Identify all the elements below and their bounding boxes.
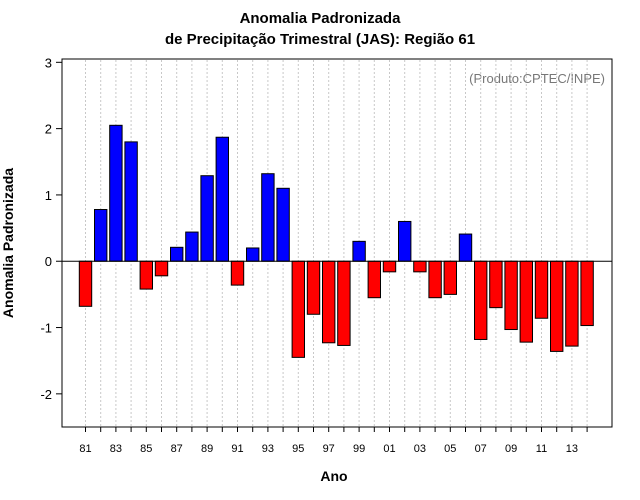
- x-tick-label: 03: [414, 443, 426, 455]
- x-tick-label: 93: [262, 443, 274, 455]
- y-tick-label: 2: [45, 122, 52, 137]
- bar-02: [398, 220, 412, 262]
- bar-93: [261, 173, 275, 262]
- bar-86: [154, 260, 169, 277]
- bar-09: [504, 260, 518, 331]
- bar-81: [78, 260, 93, 307]
- bar-04: [428, 260, 442, 299]
- bar-84: [124, 141, 138, 262]
- bar-97: [322, 260, 336, 344]
- x-tick-label: 97: [323, 443, 335, 455]
- bar-01: [382, 260, 397, 273]
- x-tick-label: 09: [505, 443, 517, 455]
- bar-13: [565, 260, 579, 347]
- bar-00: [367, 260, 382, 299]
- bar-14: [580, 260, 594, 327]
- bar-12: [550, 260, 564, 352]
- bar-87: [170, 246, 184, 262]
- bar-99: [352, 240, 366, 262]
- plot-frame: [61, 58, 613, 428]
- bar-96: [306, 260, 321, 315]
- x-tick-label: 07: [475, 443, 487, 455]
- x-tick-label: 13: [566, 443, 578, 455]
- x-tick-label: 05: [444, 443, 456, 455]
- bar-83: [109, 124, 123, 262]
- bar-08: [489, 260, 503, 309]
- bar-06: [458, 233, 473, 262]
- x-tick-label: 87: [171, 443, 183, 455]
- bar-92: [246, 247, 260, 262]
- y-tick-label: -2: [40, 387, 52, 402]
- product-credit: (Produto:CPTEC/INPE): [469, 71, 605, 86]
- chart-title: Anomalia Padronizada: [239, 10, 401, 27]
- bar-94: [276, 187, 290, 262]
- x-tick-label: 85: [140, 443, 152, 455]
- bar-98: [337, 260, 351, 346]
- y-tick-label: 0: [45, 254, 52, 269]
- bar-85: [139, 260, 154, 290]
- x-tick-label: 89: [201, 443, 213, 455]
- bar-03: [413, 260, 427, 273]
- y-tick-label: 1: [45, 188, 52, 203]
- bar-82: [94, 209, 108, 262]
- x-axis-label: Ano: [320, 468, 348, 484]
- x-tick-label: 01: [383, 443, 395, 455]
- bar-89: [200, 175, 214, 262]
- bar-10: [519, 260, 533, 343]
- bar-07: [474, 260, 488, 340]
- bar-95: [291, 260, 306, 358]
- bar-90: [215, 136, 230, 262]
- chart-subtitle: de Precipitação Trimestral (JAS): Região…: [164, 31, 476, 48]
- x-tick-label: 83: [110, 443, 122, 455]
- x-tick-label: 11: [536, 443, 547, 455]
- bar-91: [230, 260, 245, 286]
- bar-88: [185, 231, 199, 262]
- x-tick-label: 95: [292, 443, 304, 455]
- bar-05: [443, 260, 458, 295]
- x-tick-label: 99: [353, 443, 365, 455]
- y-tick-label: 3: [45, 55, 52, 70]
- bar-11: [534, 260, 549, 319]
- x-tick-label: 81: [79, 443, 91, 455]
- x-tick-label: 91: [231, 443, 243, 455]
- y-tick-label: -1: [40, 321, 52, 336]
